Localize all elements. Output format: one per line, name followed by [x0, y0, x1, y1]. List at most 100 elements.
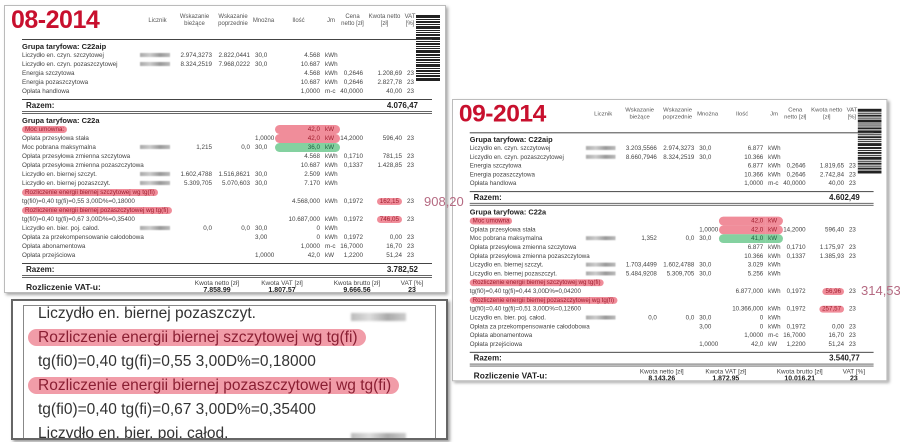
cell-jm: kWh [768, 171, 781, 179]
row-label: Opłata przesyłowa zmienna szczytowa [22, 153, 131, 160]
table-row: Moc pobrana maksymalna 1,215 0,0 30,0 36,0 kW [22, 143, 432, 152]
cell-jm: kW [322, 143, 340, 152]
cell-ilosc: 0 [759, 323, 764, 331]
cell-vat: 23 [848, 341, 856, 348]
cell-mnozna: 30,0 [699, 314, 712, 322]
column-headers: Licznik Wskazanie bieżące Wskazanie poprze… [470, 108, 858, 133]
cell-poprzednie: 2.822,0441 [218, 52, 250, 59]
annotation-sum-09: 314,53 [861, 283, 900, 298]
table-row: Moc pobrana maksymalna 1,352 0,0 30,0 41,0 kW [470, 234, 874, 244]
vat-header: Kwota brutto [zł] [776, 368, 823, 376]
cell-cena: 0,1710 [343, 153, 363, 160]
cell-jm: kWh [768, 323, 781, 331]
cell-vat: 23 [407, 79, 415, 86]
cell-vat: 23 [848, 226, 856, 234]
highlighted-amount: 746,05 [376, 216, 402, 223]
cell-kwota: 16,70 [828, 332, 845, 340]
cell-cena: 0,1972 [786, 288, 806, 295]
cell-jm: kWh [768, 162, 781, 170]
cell-ilosc: 42,0 [275, 134, 322, 143]
row-label: Opłata handlowa [469, 180, 517, 188]
row-name: Liczydło en. bier. poj. całod. [470, 314, 586, 323]
cell-cena: 0,1972 [343, 234, 363, 241]
row-label: Moc pobrana maksymalna [22, 144, 96, 151]
highlighted-amount: 257,57 [819, 305, 845, 313]
row-name: tg(fi0)=0,40 tg(fi)=0,44 3,00D%=0,04200 [470, 287, 586, 296]
vat-value: 7.858,99 [203, 287, 231, 293]
row-label: Liczydło en. czyn. szczytowej [469, 145, 551, 152]
cell-ilosc: 42,0 [275, 125, 322, 134]
row-label: Opłata przejściowa [469, 341, 523, 348]
cell-ilosc: 7.170 [304, 180, 320, 187]
vat-summary: Rozliczenie VAT-u: Kwota netto [zł] 8.143,… [470, 368, 874, 381]
table-row: Liczydło en. czyn. pozaszczytowej 8.660,7… [470, 153, 874, 162]
zoom-line: tg(fi0)=0,40 tg(fi)=0,67 3,00D%=0,35400 [38, 401, 316, 419]
row-name: Opłata przesyłowa stała [470, 225, 586, 234]
vat-header: Kwota brutto [zł] [333, 280, 381, 287]
annotation-sum-08: 908,20 [424, 194, 464, 209]
cell-cena: 1,2200 [343, 252, 363, 259]
cell-biezace: 1,215 [196, 144, 212, 151]
row-label: tg(fi0)=0,40 tg(fi)=0,51 3,00D%=0,12600 [469, 305, 581, 313]
cell-kwota: 56,96 [808, 287, 846, 296]
cell-ilosc: 36,0 [275, 143, 322, 152]
vat-header: Kwota VAT [zł] [261, 280, 303, 287]
cell-kwota: 51,24 [386, 252, 402, 259]
cell-jm: kW [765, 225, 783, 235]
table-row: Liczydło en. biernej pozaszczyt. 5.309,70… [22, 179, 432, 188]
cell-ilosc: 10.366 [744, 153, 764, 161]
vat-summary-label: Rozliczenie VAT-u: [473, 370, 548, 381]
invoice-08-2014: 08-2014 Licznik Wskazanie bieżące Wskazanie… [4, 5, 446, 293]
cell-ilosc: 41,0 [718, 234, 766, 244]
cell-cena: 40,0000 [340, 88, 363, 95]
table-row: tg(fi0)=0,40 tg(fi)=0,67 3,00D%=0,35400 1… [22, 215, 432, 224]
cell-kwota: 51,24 [828, 341, 845, 348]
column-header: Ilość [292, 17, 305, 24]
invoice-09-2014: 09-2014 Licznik Wskazanie bieżące Wskazanie… [452, 99, 888, 382]
row-label: Opłata abonamentowa [469, 332, 533, 340]
row-name: Opłata przesyłowa stała [22, 134, 140, 143]
row-name: tg(fi0)=0,40 tg(fi)=0,55 3,00D%=0,18000 [22, 197, 140, 206]
meter-number-redacted [585, 315, 616, 320]
cell-ilosc: 10.366,000 [732, 305, 764, 313]
cell-ilosc: 42,0 [718, 216, 766, 226]
cell-biezace: 1.703,4499 [625, 261, 657, 269]
vat-value: 1.807,57 [268, 287, 296, 293]
cell-jm: m-c [325, 243, 336, 250]
row-name: tg(fi0)=0,40 tg(fi)=0,51 3,00D%=0,12600 [470, 305, 586, 314]
cell-kwota: 1.175,97 [819, 244, 845, 251]
zoom-line: Rozliczenie energii biernej pozaszczytow… [28, 377, 400, 395]
cell-biezace: 2.974,3273 [180, 52, 212, 59]
row-label: Opłata handlowa [22, 88, 70, 95]
zoom-line-text: tg(fi0)=0,40 tg(fi)=0,55 3,00D%=0,18000 [38, 353, 316, 370]
cell-cena: 1,2200 [786, 341, 806, 348]
cell-vat: 23 [407, 153, 415, 160]
cell-blur [140, 170, 175, 179]
cell-ilosc: 4.568 [304, 52, 320, 59]
cell-ilosc: 2.509 [304, 171, 320, 178]
cell-mnozna: 30,0 [255, 225, 268, 232]
table-row: Opłata handlowa 1,0000 m-c 40,0000 40,00 23 [22, 87, 432, 96]
cell-ilosc: 4.568 [304, 153, 320, 160]
column-header: VAT [%] [404, 14, 416, 27]
cell-vat: 23 [848, 244, 856, 251]
cell-kwota: 1.428,85 [377, 162, 402, 169]
row-label: Energia pozaszczytowa [22, 79, 89, 86]
row-name: Rozliczenie energii biernej pozaszczytow… [22, 206, 172, 215]
table-row: Liczydło en. czyn. pozaszczytowej 8.324,2… [22, 60, 432, 69]
meter-number-redacted [140, 181, 170, 186]
barcode-icon [857, 108, 882, 178]
cell-mnozna: 1,0000 [255, 252, 275, 259]
cell-jm: kWh [325, 153, 338, 160]
row-name: Liczydło en. czyn. pozaszczytowej [470, 153, 586, 162]
cell-mnozna: 1,0000 [699, 341, 719, 348]
column-headers: Licznik Wskazanie bieżące Wskazanie poprze… [22, 14, 416, 40]
row-label: Liczydło en. bier. poj. całod. [469, 314, 546, 322]
vat-summary-label: Rozliczenie VAT-u: [26, 282, 101, 292]
vat-column: Kwota brutto [zł] 9.666,56 [322, 280, 392, 292]
row-label: Liczydło en. czyn. pozaszczytowej [469, 153, 564, 161]
tariff-group-title: Grupa taryfowa: C22a [22, 116, 100, 125]
zoom-line: Rozliczenie energii biernej szczytowej w… [28, 329, 366, 347]
row-name: tg(fi0)=0,40 tg(fi)=0,67 3,00D%=0,35400 [22, 215, 140, 224]
invoice-body: Grupa taryfowa: C22aip Liczydło en. czyn.… [22, 39, 432, 293]
